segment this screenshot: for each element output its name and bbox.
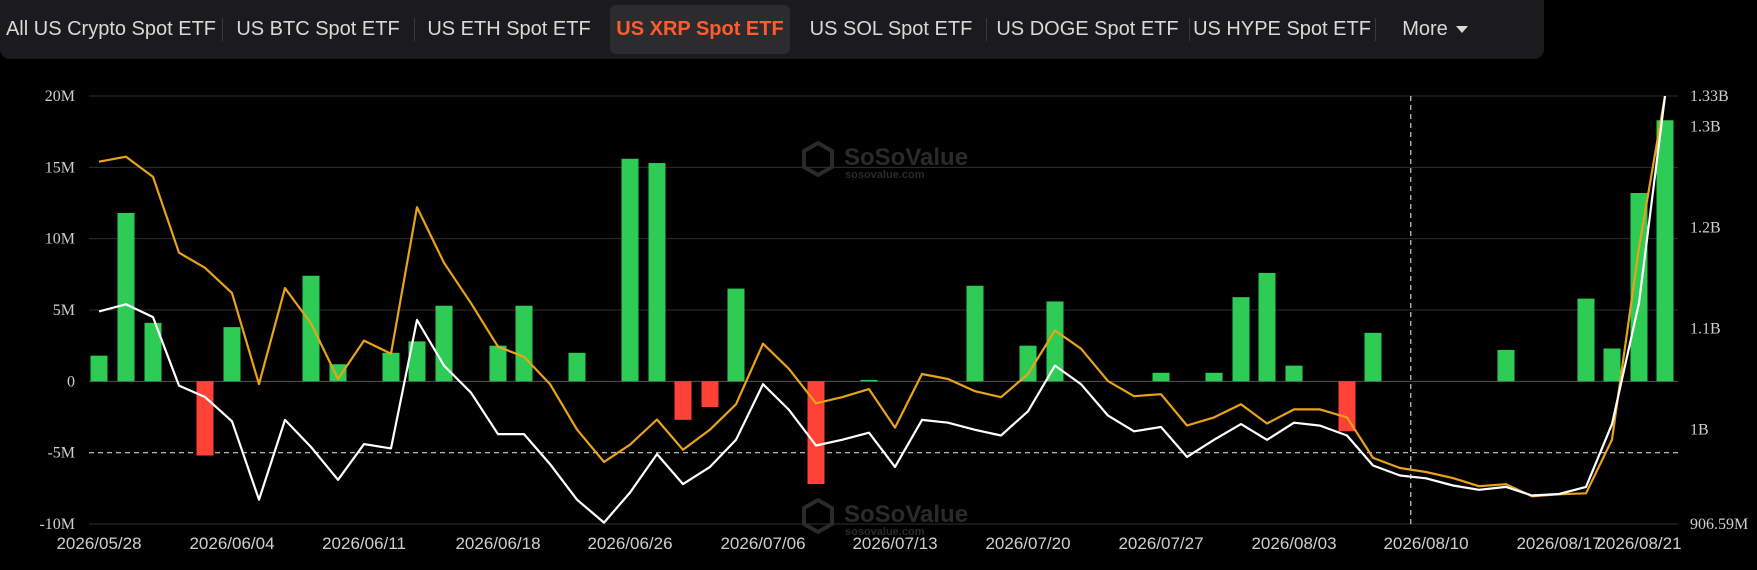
tab-us-xrp-spot-etf[interactable]: US XRP Spot ETF [604, 0, 796, 59]
x-tick-label: 2026/08/21 [1596, 534, 1681, 553]
left-tick-label: 5M [53, 302, 75, 319]
watermark-brand: SoSoValue [844, 144, 968, 171]
x-tick-label: 2026/06/18 [455, 534, 540, 553]
tab-label: US XRP Spot ETF [616, 18, 784, 40]
inflow-bar [302, 275, 320, 382]
watermark-domain: sosovalue.com [845, 169, 925, 181]
watermark-brand: SoSoValue [844, 501, 968, 528]
outflow-bar [1338, 381, 1356, 432]
left-tick-label: -5M [47, 445, 75, 462]
inflow-bar [1630, 193, 1648, 382]
left-tick-label: 15M [45, 159, 75, 176]
tab-label: US HYPE Spot ETF [1193, 18, 1371, 40]
watermark-domain: sosovalue.com [845, 526, 925, 538]
tab-us-eth-spot-etf[interactable]: US ETH Spot ETF [414, 0, 604, 59]
tab-label: US BTC Spot ETF [236, 18, 400, 40]
etf-tab-bar: All US Crypto Spot ETF US BTC Spot ETF U… [0, 0, 1544, 59]
inflow-bar [1019, 345, 1037, 382]
inflow-bar [621, 158, 639, 382]
inflow-bar [1152, 372, 1170, 382]
inflow-bar [144, 322, 162, 382]
left-tick-label: 0 [67, 373, 75, 390]
right-tick-label: 1.3B [1690, 118, 1721, 135]
inflow-bar [1603, 348, 1621, 382]
inflow-bar [1258, 272, 1276, 382]
tab-label: US DOGE Spot ETF [996, 18, 1179, 40]
x-axis: 2026/05/28 2026/06/04 2026/06/11 2026/06/18… [56, 534, 1681, 553]
inflow-bar [648, 163, 666, 382]
left-tick-label: -10M [39, 516, 75, 533]
orange-series-line [98, 95, 1667, 498]
inflow-bar [1577, 298, 1595, 382]
inflow-bar [860, 379, 878, 382]
inflow-bar [117, 212, 135, 382]
x-tick-label: 2026/07/13 [852, 534, 937, 553]
x-tick-label: 2026/07/06 [720, 534, 805, 553]
caret-down-icon [1455, 26, 1468, 33]
inflow-bar [966, 285, 984, 382]
x-tick-label: 2026/08/17 [1516, 534, 1601, 553]
inflow-bar [727, 288, 745, 382]
outflow-bar [196, 381, 214, 456]
white-series-line [98, 95, 1667, 524]
watermarks: SoSoValue sosovalue.com SoSoValue sosova… [802, 140, 968, 538]
inflow-bar [1364, 332, 1382, 382]
inflow-bar [1656, 120, 1674, 382]
x-tick-label: 2026/08/10 [1383, 534, 1468, 553]
outflow-bar [701, 381, 719, 408]
right-axis: 1.33B 1.3B 1.2B 1.1B 1B 906.59M [1690, 88, 1748, 533]
inflow-bar [90, 355, 108, 382]
more-label: More [1402, 18, 1448, 40]
inflow-bar [568, 352, 586, 382]
tab-label: US ETH Spot ETF [427, 18, 591, 40]
left-tick-label: 20M [45, 88, 75, 105]
x-tick-label: 2026/05/28 [56, 534, 141, 553]
right-tick-label: 906.59M [1690, 516, 1748, 533]
x-tick-label: 2026/06/04 [189, 534, 274, 553]
inflow-bar [382, 352, 400, 382]
grid-lines [89, 95, 1678, 525]
inflow-bar [1232, 297, 1250, 382]
series-lines [98, 95, 1667, 524]
sosovalue-watermark-top: SoSoValue sosovalue.com [802, 140, 968, 181]
outflow-bar [807, 381, 825, 485]
right-tick-label: 1.2B [1690, 219, 1721, 236]
left-axis: 20M 15M 10M 5M 0 -5M -10M [39, 88, 75, 533]
tab-label: All US Crypto Spot ETF [5, 18, 217, 40]
tab-us-hype-spot-etf[interactable]: US HYPE Spot ETF [1189, 0, 1375, 59]
sosovalue-logo-icon [802, 140, 834, 178]
sosovalue-watermark-bottom: SoSoValue sosovalue.com [802, 497, 968, 538]
tab-us-sol-spot-etf[interactable]: US SOL Spot ETF [796, 0, 986, 59]
inflow-bar [435, 305, 453, 382]
x-tick-label: 2026/06/26 [587, 534, 672, 553]
flow-bars [90, 120, 1674, 485]
tab-all-us-crypto-spot-etf[interactable]: All US Crypto Spot ETF [0, 0, 222, 59]
right-tick-label: 1.33B [1690, 88, 1729, 105]
more-dropdown[interactable]: More [1375, 0, 1495, 59]
x-tick-label: 2026/07/27 [1118, 534, 1203, 553]
active-tab-pill [610, 5, 790, 54]
right-tick-label: 1.1B [1690, 320, 1721, 337]
x-tick-label: 2026/08/03 [1251, 534, 1336, 553]
inflow-bar [1497, 349, 1515, 382]
x-tick-label: 2026/06/11 [322, 534, 406, 553]
right-tick-label: 1B [1690, 422, 1709, 439]
inflow-bar [1285, 365, 1303, 382]
inflow-bar [223, 327, 241, 382]
inflow-bar [515, 305, 533, 382]
sosovalue-logo-icon [802, 497, 834, 535]
tab-label: US SOL Spot ETF [809, 18, 973, 40]
tab-us-btc-spot-etf[interactable]: US BTC Spot ETF [222, 0, 414, 59]
inflow-bar [408, 341, 426, 382]
inflow-bar [1205, 372, 1223, 382]
outflow-bar [674, 381, 692, 420]
inflow-bar [1046, 301, 1064, 382]
inflow-bar [489, 345, 507, 382]
x-tick-label: 2026/07/20 [985, 534, 1070, 553]
left-tick-label: 10M [45, 231, 75, 248]
tab-us-doge-spot-etf[interactable]: US DOGE Spot ETF [986, 0, 1189, 59]
